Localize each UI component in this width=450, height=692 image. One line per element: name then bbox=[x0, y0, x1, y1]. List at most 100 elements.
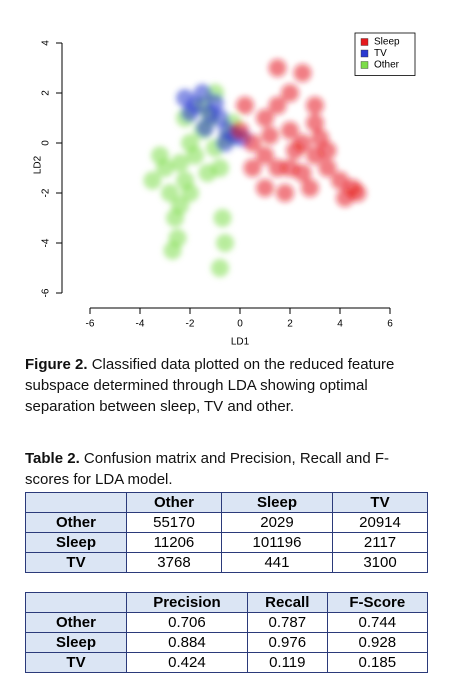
row-header: Sleep bbox=[25, 532, 127, 553]
point bbox=[216, 134, 234, 152]
point bbox=[301, 179, 319, 197]
point bbox=[171, 154, 189, 172]
column-header: Sleep bbox=[220, 492, 334, 513]
point bbox=[163, 241, 182, 260]
legend-label: Sleep bbox=[374, 37, 400, 48]
point bbox=[151, 146, 169, 165]
point bbox=[211, 259, 229, 277]
row-header: TV bbox=[25, 552, 127, 573]
point bbox=[306, 114, 324, 132]
table-caption: Table 2. Confusion matrix and Precision,… bbox=[25, 448, 425, 490]
confusion-table: Other Sleep TV Other 55170 2029 20914 Sleep 1120… bbox=[25, 492, 428, 573]
x-tick-label: -2 bbox=[186, 319, 195, 330]
table-row: Other 0.706 0.787 0.744 bbox=[25, 612, 429, 633]
table-row: Sleep 11206 101196 2117 bbox=[25, 532, 428, 553]
table-cell: 0.884 bbox=[126, 632, 248, 653]
y-tick-label: 4 bbox=[41, 40, 52, 46]
point bbox=[276, 184, 294, 202]
point bbox=[256, 109, 274, 127]
point bbox=[236, 96, 254, 115]
point bbox=[243, 134, 262, 152]
point bbox=[181, 104, 199, 122]
table-cell: 0.706 bbox=[126, 612, 248, 633]
x-tick-label: 4 bbox=[337, 319, 343, 330]
point bbox=[256, 179, 274, 197]
point-cloud bbox=[143, 59, 367, 277]
point bbox=[256, 146, 274, 165]
row-header: TV bbox=[25, 652, 127, 673]
table-cell: 2117 bbox=[332, 532, 428, 553]
point bbox=[268, 159, 287, 177]
x-tick-label: 0 bbox=[237, 319, 243, 330]
point bbox=[171, 196, 189, 215]
point bbox=[286, 141, 304, 160]
table-cell: 0.744 bbox=[326, 612, 429, 633]
point bbox=[311, 129, 329, 147]
column-header: Recall bbox=[246, 592, 328, 613]
x-tick-label: -4 bbox=[136, 319, 145, 330]
table-cell: 0.424 bbox=[126, 652, 248, 673]
legend-label: Other bbox=[374, 60, 400, 71]
point bbox=[193, 84, 212, 102]
legend-swatch bbox=[360, 38, 369, 46]
point bbox=[181, 184, 199, 202]
header-row: Precision Recall F-Score bbox=[25, 592, 429, 613]
table-cell: 2029 bbox=[220, 512, 334, 533]
table-cell: 20914 bbox=[332, 512, 428, 533]
table-row: Sleep 0.884 0.976 0.928 bbox=[25, 632, 429, 653]
column-header: TV bbox=[332, 492, 428, 513]
point bbox=[231, 121, 249, 140]
point bbox=[206, 94, 224, 112]
table-cell: 0.976 bbox=[246, 632, 328, 653]
point bbox=[216, 234, 234, 252]
table-label: Table 2. bbox=[25, 450, 80, 467]
point bbox=[348, 184, 367, 202]
figure-text: Classified data plotted on the reduced f… bbox=[25, 356, 395, 415]
table-cell: 11206 bbox=[126, 532, 222, 553]
figure-label: Figure 2. bbox=[25, 356, 88, 373]
table-row: TV 3768 441 3100 bbox=[25, 552, 428, 573]
table-cell: 0.928 bbox=[326, 632, 429, 653]
y-tick-label: 2 bbox=[41, 90, 52, 96]
y-tick-label: -4 bbox=[41, 238, 52, 247]
table-cell: 0.119 bbox=[246, 652, 328, 673]
row-header: Other bbox=[25, 512, 127, 533]
x-axis-label: LD1 bbox=[231, 337, 250, 348]
point bbox=[261, 126, 279, 145]
point bbox=[268, 59, 287, 77]
table-cell: 101196 bbox=[220, 532, 334, 553]
point bbox=[243, 159, 262, 177]
point bbox=[281, 121, 299, 140]
table-cell: 55170 bbox=[126, 512, 222, 533]
point bbox=[281, 84, 299, 102]
table-row: Other 55170 2029 20914 bbox=[25, 512, 428, 533]
x-tick-label: -6 bbox=[86, 319, 95, 330]
table-cell: 0.787 bbox=[246, 612, 328, 633]
point bbox=[213, 209, 232, 227]
row-header: Sleep bbox=[25, 632, 127, 653]
point bbox=[196, 119, 214, 137]
table-cell: 441 bbox=[220, 552, 334, 573]
x-tick-label: 6 bbox=[387, 319, 393, 330]
corner-cell bbox=[25, 592, 127, 613]
point bbox=[268, 96, 287, 115]
figure-caption: Figure 2. Classified data plotted on the… bbox=[25, 354, 415, 417]
table-row: TV 0.424 0.119 0.185 bbox=[25, 652, 429, 673]
point bbox=[161, 184, 179, 202]
point bbox=[293, 64, 312, 82]
column-header: Precision bbox=[126, 592, 248, 613]
point bbox=[186, 146, 204, 165]
table-text: Confusion matrix and Precision, Recall a… bbox=[25, 450, 390, 488]
y-tick-label: -6 bbox=[41, 288, 52, 297]
legend-swatch bbox=[360, 61, 369, 69]
y-axis-label: LD2 bbox=[33, 155, 44, 174]
score-table: Precision Recall F-Score Other 0.706 0.787 0.7… bbox=[25, 592, 429, 673]
table-cell: 3100 bbox=[332, 552, 428, 573]
x-tick-label: 2 bbox=[287, 319, 293, 330]
point bbox=[306, 96, 324, 115]
column-header: F-Score bbox=[326, 592, 429, 613]
y-tick-label: -2 bbox=[41, 188, 52, 197]
table-cell: 3768 bbox=[126, 552, 222, 573]
